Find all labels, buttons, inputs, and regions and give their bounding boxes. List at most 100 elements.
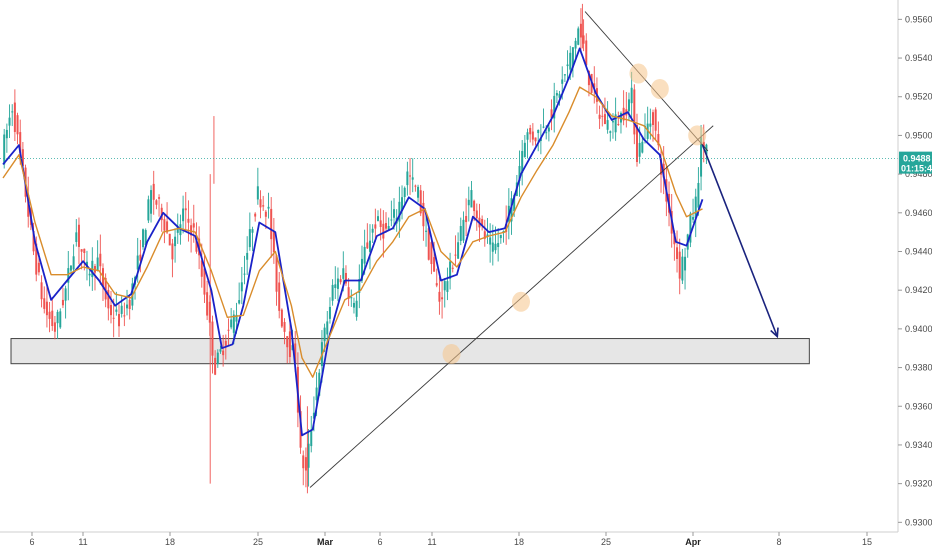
candle bbox=[566, 50, 569, 83]
candle bbox=[481, 215, 484, 231]
candle bbox=[401, 185, 404, 220]
y-tick-label: 0.9480 bbox=[905, 169, 932, 179]
rising-trendline[interactable] bbox=[309, 125, 714, 488]
touch-point-marker[interactable] bbox=[650, 78, 669, 99]
touch-point-marker[interactable] bbox=[688, 125, 707, 146]
support-zone-layer bbox=[10, 338, 810, 365]
candle bbox=[368, 224, 371, 270]
candle bbox=[465, 198, 468, 237]
candle bbox=[609, 130, 612, 142]
x-tick-label: 15 bbox=[862, 537, 872, 547]
x-axis-ticks[interactable]: 6 11 18 25 Mar 6 11 18 25 Apr 8 15 bbox=[29, 532, 872, 547]
candle bbox=[387, 217, 390, 231]
candle bbox=[227, 318, 230, 346]
candle bbox=[168, 233, 171, 246]
candle bbox=[483, 219, 486, 247]
candle bbox=[350, 289, 353, 307]
candle bbox=[414, 184, 417, 192]
x-tick-label: 18 bbox=[165, 537, 175, 547]
candle bbox=[238, 282, 241, 305]
x-tick-label: Mar bbox=[317, 537, 334, 547]
candle bbox=[358, 264, 361, 309]
candle bbox=[67, 250, 70, 301]
candle bbox=[344, 265, 347, 286]
candle bbox=[614, 97, 617, 141]
candle bbox=[427, 224, 430, 261]
candle bbox=[99, 234, 102, 285]
candle bbox=[56, 309, 59, 340]
candle bbox=[112, 298, 115, 338]
candle bbox=[355, 292, 358, 321]
candle bbox=[256, 167, 259, 205]
candle bbox=[697, 167, 700, 216]
candle bbox=[75, 219, 78, 247]
candle bbox=[462, 211, 465, 244]
projection-arrow-line[interactable] bbox=[701, 144, 779, 337]
trendlines-layer bbox=[309, 11, 714, 488]
touch-point-marker[interactable] bbox=[442, 344, 461, 365]
y-tick: 0.9340 bbox=[898, 440, 932, 450]
touch-point-marker[interactable] bbox=[511, 291, 530, 312]
x-tick: Apr bbox=[685, 532, 701, 547]
current-price-label: 0.9488 bbox=[903, 154, 931, 164]
y-tick-label: 0.9400 bbox=[905, 324, 932, 334]
y-axis-ticks[interactable]: 0.9560 0.9540 0.9520 0.9500 0.9480 0.9460 0.94… bbox=[898, 14, 932, 527]
projection-arrow-head bbox=[770, 327, 779, 339]
candle bbox=[582, 19, 585, 52]
x-tick-label: 11 bbox=[78, 537, 87, 547]
y-tick: 0.9440 bbox=[898, 246, 932, 256]
candle bbox=[630, 71, 633, 122]
candle bbox=[606, 101, 609, 134]
candle bbox=[459, 217, 462, 246]
candle bbox=[430, 236, 433, 275]
candle bbox=[206, 280, 209, 321]
candle bbox=[203, 255, 206, 304]
support-zone[interactable] bbox=[10, 338, 810, 365]
candle bbox=[262, 195, 265, 211]
candle bbox=[254, 212, 257, 222]
x-tick: 18 bbox=[514, 532, 524, 547]
candle bbox=[307, 429, 310, 487]
candle bbox=[286, 336, 289, 364]
x-tick: Mar bbox=[317, 532, 334, 547]
y-tick: 0.9520 bbox=[898, 92, 932, 102]
candle bbox=[123, 302, 126, 327]
y-tick: 0.9380 bbox=[898, 363, 932, 373]
candle bbox=[8, 104, 11, 138]
candle bbox=[246, 236, 249, 276]
candle bbox=[547, 124, 550, 142]
y-tick-label: 0.9560 bbox=[905, 14, 932, 24]
candle bbox=[352, 297, 355, 314]
candle bbox=[11, 104, 14, 127]
candle bbox=[69, 265, 72, 276]
x-tick-label: 18 bbox=[514, 537, 524, 547]
candle bbox=[417, 184, 420, 203]
candle bbox=[45, 284, 48, 328]
candle bbox=[142, 228, 145, 250]
candle bbox=[627, 92, 630, 122]
x-tick-label: 11 bbox=[427, 537, 436, 547]
x-tick: 25 bbox=[253, 532, 263, 547]
x-tick: 6 bbox=[29, 532, 35, 547]
candle bbox=[577, 26, 580, 46]
candle bbox=[331, 279, 334, 306]
candle bbox=[689, 211, 692, 248]
plot-background bbox=[0, 0, 898, 532]
candle bbox=[240, 266, 243, 305]
candle bbox=[171, 238, 174, 278]
falling-trendline[interactable] bbox=[584, 11, 709, 152]
candle bbox=[336, 267, 339, 302]
x-tick: 15 bbox=[862, 532, 872, 547]
x-tick-label: 25 bbox=[253, 537, 263, 547]
slow-moving-average-line[interactable] bbox=[2, 86, 703, 378]
candle bbox=[579, 8, 582, 55]
touch-point-marker[interactable] bbox=[629, 63, 648, 84]
fast-moving-average-line[interactable] bbox=[2, 47, 704, 437]
candle bbox=[302, 450, 305, 486]
candle bbox=[526, 128, 529, 159]
candle bbox=[147, 195, 150, 224]
touch-points-layer bbox=[442, 63, 707, 365]
candle bbox=[190, 218, 193, 253]
